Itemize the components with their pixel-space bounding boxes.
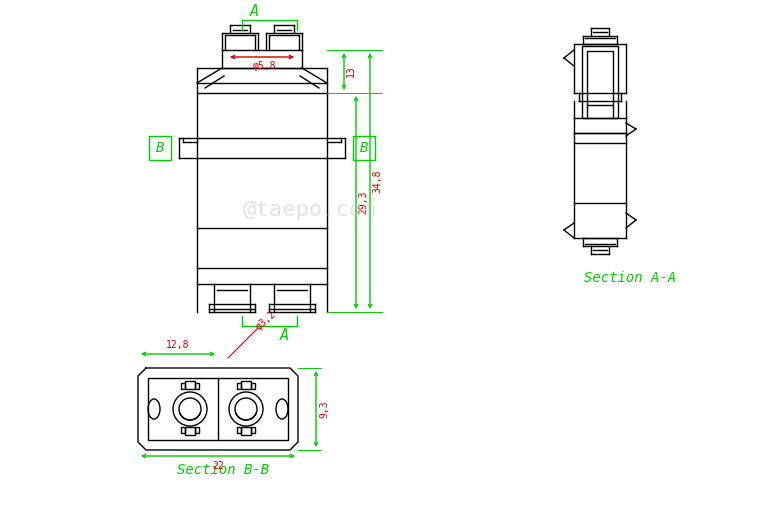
Bar [241, 427, 251, 435]
Bar [185, 427, 195, 435]
Text: 22: 22 [212, 461, 224, 471]
Bar [353, 136, 375, 160]
Text: Section A-A: Section A-A [584, 271, 676, 285]
Text: 13: 13 [346, 65, 356, 77]
Bar [148, 378, 288, 440]
Text: @taepo.com: @taepo.com [243, 200, 377, 220]
Bar [251, 427, 255, 433]
Bar [251, 383, 255, 389]
Text: 29,3: 29,3 [358, 190, 368, 214]
Bar [149, 136, 171, 160]
Text: φ5,8: φ5,8 [253, 61, 276, 71]
Text: 9,3: 9,3 [319, 400, 329, 418]
Text: 12,8: 12,8 [167, 340, 190, 350]
Text: B: B [156, 141, 164, 155]
Bar [237, 383, 241, 389]
Text: B: B [360, 141, 368, 155]
Bar [181, 383, 185, 389]
Text: Section B-B: Section B-B [177, 463, 269, 477]
Text: A: A [279, 328, 289, 342]
Text: 34,8: 34,8 [372, 169, 382, 193]
Bar [195, 383, 199, 389]
Bar [181, 427, 185, 433]
Bar [185, 381, 195, 389]
Text: A: A [249, 4, 259, 19]
Bar [195, 427, 199, 433]
Text: φ3,2: φ3,2 [254, 308, 278, 332]
Bar [237, 427, 241, 433]
Bar [582, 46, 618, 118]
Bar [241, 381, 251, 389]
Bar [587, 51, 613, 105]
